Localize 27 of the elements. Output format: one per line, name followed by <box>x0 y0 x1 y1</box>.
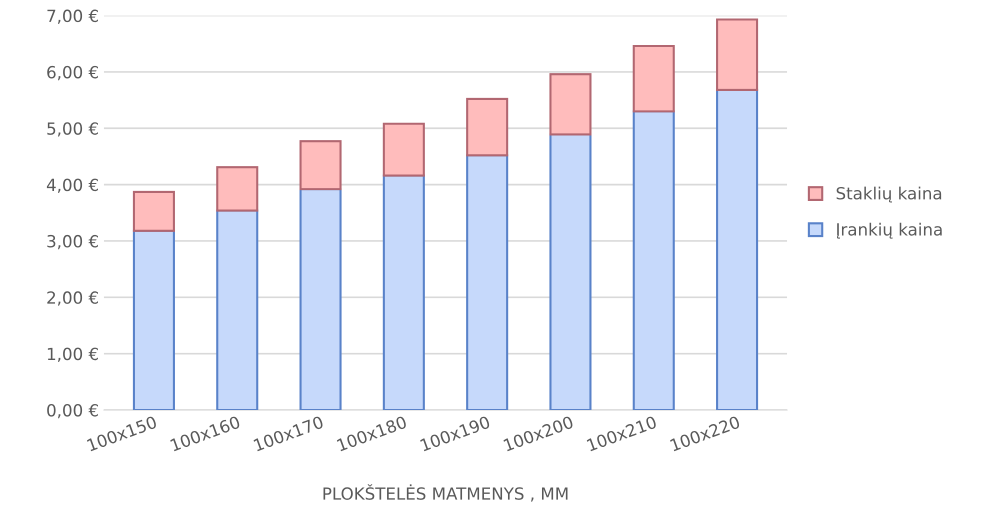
bar <box>549 73 592 136</box>
bar <box>132 230 175 410</box>
bar <box>466 98 508 156</box>
y-tick-label: 4,00 € <box>46 178 98 193</box>
bar <box>216 209 258 410</box>
bar <box>382 174 425 410</box>
x-axis-title: PLOKŠTELĖS MATMENYS , MM <box>324 484 568 502</box>
bar <box>632 110 675 410</box>
legend-label: Staklių kaina <box>836 186 942 203</box>
bar <box>216 166 258 212</box>
bar <box>632 44 675 112</box>
legend-label: Įrankių kaina <box>836 222 942 239</box>
bar <box>300 140 342 190</box>
y-tick-label: 6,00 € <box>47 66 98 80</box>
y-tick-label: 7,00 € <box>47 10 98 24</box>
bar <box>549 133 592 410</box>
y-tick-label: 1,00 € <box>48 348 98 362</box>
bar <box>466 154 508 410</box>
y-tick-label: 3,00 € <box>47 234 98 250</box>
bar <box>300 188 342 410</box>
bar <box>716 18 758 91</box>
y-tick-label: 0,00 € <box>47 404 98 418</box>
y-tick-label: 5,00 € <box>47 122 98 137</box>
bar <box>382 122 425 177</box>
bar <box>132 190 175 232</box>
bar <box>716 88 758 410</box>
y-tick-label: 2,00 € <box>47 291 98 306</box>
